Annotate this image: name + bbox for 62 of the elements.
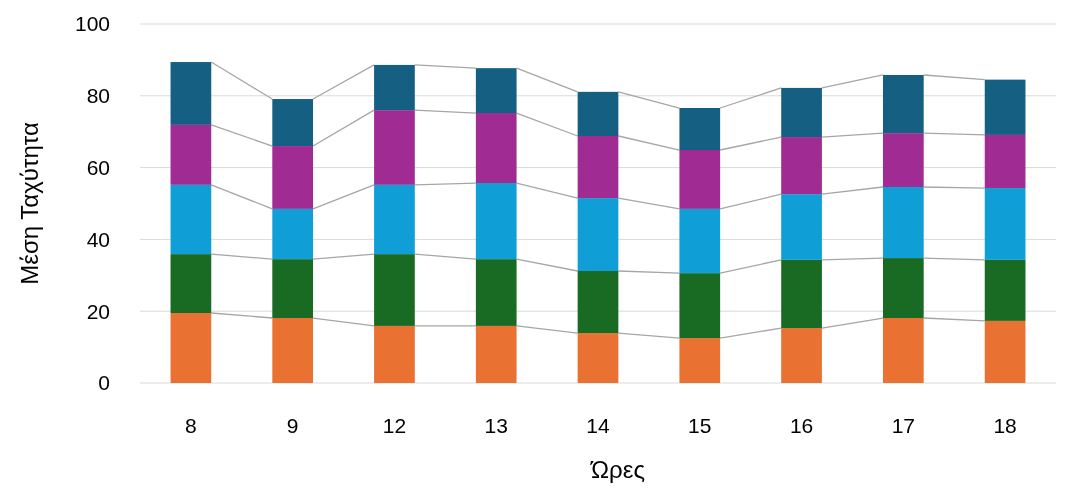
bar (475, 68, 517, 114)
bar (984, 134, 1026, 189)
y-tick-label: 80 (86, 84, 110, 108)
bar (272, 99, 314, 147)
bar (475, 259, 517, 326)
bar (577, 91, 619, 137)
bar (170, 124, 212, 185)
bar (984, 320, 1026, 383)
bar (984, 188, 1026, 260)
bar (170, 184, 212, 255)
bar (882, 318, 924, 383)
bar (272, 318, 314, 383)
bar (679, 208, 721, 274)
x-tick-label: 9 (286, 414, 299, 437)
bar (272, 259, 314, 319)
bar (679, 273, 721, 339)
bar (272, 146, 314, 209)
y-tick-label: 0 (98, 371, 110, 395)
bar (374, 184, 415, 255)
bar (577, 136, 619, 199)
x-tick-label: 18 (993, 414, 1017, 437)
x-tick-label: 14 (586, 414, 610, 437)
bar (170, 313, 212, 383)
bar (374, 254, 415, 326)
bar (781, 137, 822, 195)
x-tick-label: 12 (382, 414, 407, 437)
y-tick-label: 20 (86, 299, 110, 323)
bar (882, 133, 924, 187)
x-tick-label: 8 (185, 414, 197, 437)
bar (577, 333, 619, 383)
y-tick-label: 60 (86, 155, 110, 179)
bar (475, 183, 517, 260)
y-axis-title: Μέση Ταχύτητα (16, 122, 43, 285)
bar (679, 150, 721, 209)
x-tick-label: 15 (688, 414, 712, 437)
x-tick-label: 16 (789, 414, 814, 437)
bar (374, 110, 415, 185)
bar (679, 338, 721, 383)
bar (170, 254, 212, 313)
bar (374, 64, 415, 111)
bar (781, 194, 822, 260)
y-tick-label: 100 (74, 12, 110, 36)
bar (374, 325, 415, 383)
bar (781, 87, 822, 138)
y-tick-label: 40 (86, 227, 110, 251)
x-tick-label: 13 (484, 414, 508, 437)
bar (984, 259, 1026, 321)
bar (882, 258, 924, 319)
x-tick-label: 17 (891, 414, 916, 437)
bar (577, 270, 619, 334)
x-axis-title: Ώρες (590, 456, 645, 483)
bar (679, 108, 721, 151)
bar (475, 113, 517, 184)
bar (984, 79, 1026, 135)
bar (781, 328, 822, 383)
bar (272, 208, 314, 260)
bar (882, 74, 924, 134)
bar (781, 259, 822, 329)
bar (577, 198, 619, 271)
bar (170, 62, 212, 125)
bar (882, 186, 924, 259)
bar (475, 325, 517, 383)
